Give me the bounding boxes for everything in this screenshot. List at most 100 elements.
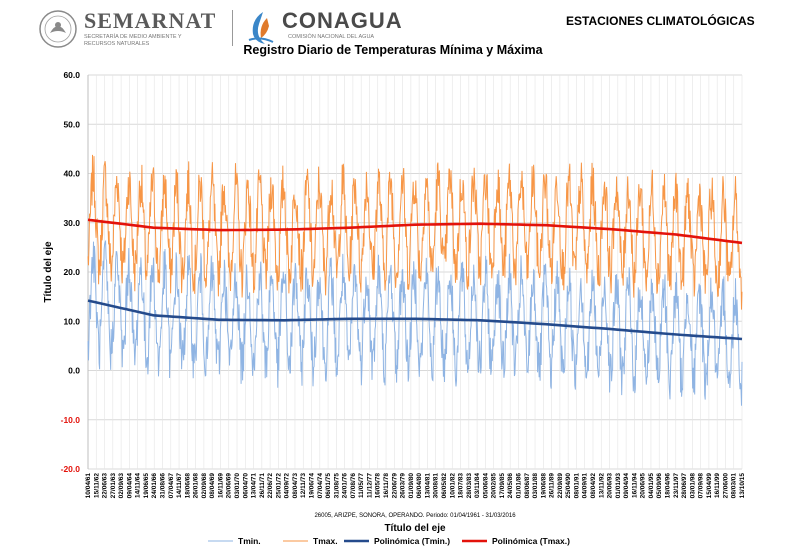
y-tick-label: -10.0 — [61, 415, 81, 425]
legend: Tmin. Tmax. Polinómica (Tmin.) Polinómica (… — [208, 536, 570, 546]
x-tick-label: 02/09/63 — [118, 473, 125, 499]
x-tick-label: 11/05/77 — [358, 473, 365, 498]
x-tick-label: 26/11/71 — [259, 473, 266, 498]
x-tick-label: 15/04/99 — [706, 473, 713, 499]
x-tick-label: 01/01/86 — [516, 473, 523, 499]
x-tick-label: 22/09/89 — [557, 473, 564, 499]
x-tick-label: 28/06/97 — [681, 473, 688, 499]
series-tmax — [87, 154, 743, 310]
x-tick-label: 08/04/69 — [209, 473, 216, 499]
x-tick-label: 13/04/81 — [424, 473, 431, 499]
x-tick-label: 08/04/92 — [590, 473, 597, 499]
y-axis-label: Título del eje — [43, 241, 54, 303]
header: SEMARNAT Secretaría de Medio Ambiente y … — [0, 0, 786, 70]
legend-label: Tmin. — [238, 536, 261, 546]
x-tick-label: 19/06/65 — [143, 473, 150, 499]
x-tick-label: 04/09/91 — [582, 473, 589, 499]
series-tmin — [87, 239, 743, 406]
y-tick-label: 40.0 — [63, 169, 80, 179]
x-tick-label: 03/01/98 — [689, 473, 696, 499]
x-tick-label: 08/06/87 — [524, 473, 531, 499]
x-tick-label: 25/01/72 — [275, 473, 282, 499]
x-tick-label: 09/04/94 — [623, 473, 630, 499]
x-tick-label: 03/01/70 — [234, 473, 241, 499]
org2-name: CONAGUA — [282, 8, 403, 33]
x-tick-label: 25/04/90 — [565, 473, 572, 499]
x-tick-label: 06/04/70 — [242, 473, 249, 499]
grid-lines — [87, 74, 743, 470]
x-tick-label: 13/11/92 — [598, 473, 605, 498]
x-tick-label: 07/09/98 — [698, 473, 705, 499]
x-tick-label: 22/06/79 — [391, 473, 398, 499]
x-tick-label: 15/11/62 — [93, 473, 100, 498]
x-tick-label: 06/05/82 — [441, 473, 448, 499]
x-tick-label: 05/09/96 — [656, 473, 663, 499]
x-tick-label: 04/01/95 — [648, 473, 655, 499]
x-tick-label: 07/04/74 — [317, 473, 324, 499]
x-tick-label: 31/08/66 — [160, 473, 167, 499]
y-tick-label: 60.0 — [63, 70, 80, 80]
chart-title: Registro Diario de Temperaturas Mínima y… — [243, 43, 543, 57]
x-tick-label: 16/11/94 — [631, 473, 638, 498]
y-tick-label: 50.0 — [63, 119, 80, 129]
x-tick-label: 18/06/68 — [184, 473, 191, 499]
x-tick-label: 09/04/64 — [126, 473, 133, 499]
x-tick-label: 11/12/77 — [367, 473, 374, 498]
x-tick-label: 06/01/75 — [325, 473, 332, 499]
x-tick-label: 18/07/83 — [458, 473, 465, 499]
x-tick-label: 30/08/81 — [433, 473, 440, 499]
x-tick-label: 08/01/91 — [573, 473, 580, 499]
x-tick-label: 12/11/73 — [300, 473, 307, 498]
x-tick-label: 16/11/78 — [383, 473, 390, 498]
legend-label: Polinómica (Tmin.) — [374, 536, 450, 546]
x-tick-label: 17/09/85 — [499, 473, 506, 499]
x-tick-label: 22/06/72 — [267, 473, 274, 499]
x-tick-label: 08/03/01 — [731, 473, 738, 499]
x-tick-label: 31/08/75 — [333, 473, 340, 499]
x-tick-label: 26/11/89 — [549, 473, 556, 498]
section-title: ESTACIONES CLIMATOLÓGICAS — [566, 14, 755, 28]
x-tick-label: 10/01/82 — [449, 473, 456, 499]
y-tick-label: 10.0 — [63, 316, 80, 326]
org2-subtitle: Comisión Nacional del Agua — [288, 34, 375, 40]
org1-name: SEMARNAT — [84, 8, 217, 33]
x-tick-label: 20/06/95 — [640, 473, 647, 499]
x-tick-label: 07/04/67 — [168, 473, 175, 499]
x-tick-label: 02/09/68 — [201, 473, 208, 499]
x-tick-label: 04/09/72 — [284, 473, 291, 499]
mexico-seal-icon — [39, 10, 77, 48]
x-tick-label: 01/01/93 — [615, 473, 622, 499]
series-line-tmax — [87, 154, 743, 310]
x-tick-label: 16/05/78 — [375, 473, 382, 499]
y-tick-label: 0.0 — [68, 366, 80, 376]
y-tick-labels: 60.0 50.0 40.0 30.0 20.0 10.0 0.0 -10.0 -20.0 — [61, 70, 81, 474]
x-axis-label: Título del eje — [384, 523, 446, 534]
x-tick-label: 24/05/86 — [507, 473, 514, 499]
trend-polinmicatmax — [87, 218, 743, 245]
x-tick-label: 22/06/63 — [102, 473, 109, 499]
x-tick-label: 27/06/00 — [722, 473, 729, 499]
legend-label: Tmax. — [313, 536, 338, 546]
x-tick-label: 26/01/68 — [193, 473, 200, 499]
x-tick-label: 20/06/93 — [607, 473, 614, 499]
x-tick-labels: 10/04/61 15/11/62 22/06/63 27/01/63 02/09/63… — [85, 473, 746, 499]
x-tick-label: 13/04/71 — [251, 473, 258, 499]
x-tick-label: 18/04/96 — [665, 473, 672, 499]
conagua-logo-icon — [248, 12, 274, 44]
trend-lines — [87, 218, 743, 341]
x-tick-label: 20/06/69 — [226, 473, 233, 499]
x-tick-label: 19/06/74 — [309, 473, 316, 499]
x-tick-label: 03/01/88 — [532, 473, 539, 499]
x-tick-label: 13/10/15 — [739, 473, 746, 499]
x-tick-label: 10/04/61 — [85, 473, 92, 499]
x-tick-label: 20/02/85 — [491, 473, 498, 499]
x-tick-label: 07/08/76 — [350, 473, 357, 499]
trend-polinmicatmin — [87, 299, 743, 341]
x-tick-label: 05/06/84 — [482, 473, 489, 499]
x-tick-label: 14/11/67 — [176, 473, 183, 498]
x-tick-label: 19/06/88 — [540, 473, 547, 499]
y-tick-label: 20.0 — [63, 267, 80, 277]
x-tick-label: 08/04/73 — [292, 473, 299, 499]
x-tick-label: 03/11/84 — [474, 473, 481, 498]
